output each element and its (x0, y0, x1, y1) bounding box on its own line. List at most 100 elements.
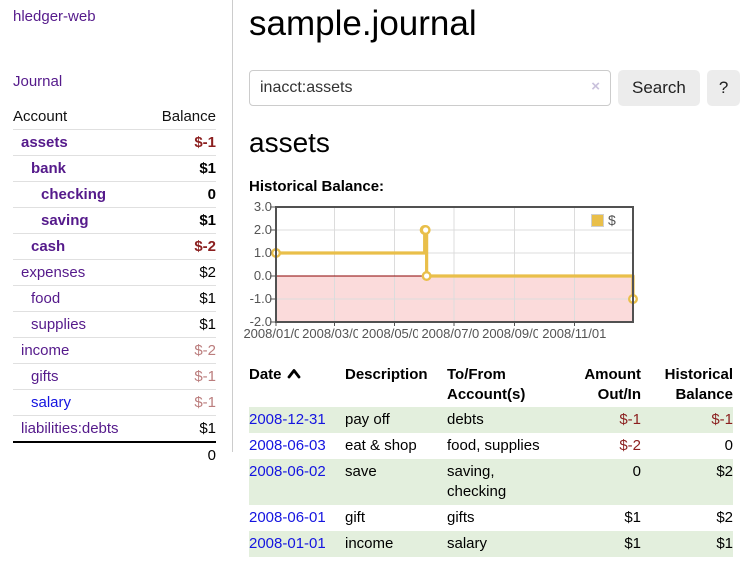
transaction-date-link[interactable]: 2008-12-31 (249, 411, 326, 428)
y-axis-tick-label: 2.0 (253, 222, 272, 237)
account-row: saving $1 (13, 207, 216, 234)
account-balance: $-1 (147, 389, 216, 416)
account-link[interactable]: bank (31, 160, 67, 177)
register-col-description: Description (345, 366, 428, 383)
account-row: assets $-1 (13, 129, 216, 156)
register-col-amount: Amount Out/In (584, 366, 641, 403)
account-name-cell: cash (13, 233, 148, 260)
account-link[interactable]: food (31, 290, 61, 307)
account-row: expenses $2 (13, 259, 216, 286)
register-col-account: To/From Account(s) (447, 366, 526, 403)
x-axis-tick-label: 2008/05/01 (358, 326, 431, 342)
account-link[interactable]: cash (31, 238, 66, 255)
y-axis-tick-label: 1.0 (253, 245, 272, 260)
account-name-cell: salary (13, 389, 148, 416)
transaction-date-link[interactable]: 2008-06-02 (249, 463, 326, 480)
register-accounts-cell: gifts (447, 509, 475, 526)
register-row: 2008-12-31 pay off debts $-1 $-1 (249, 407, 733, 433)
transaction-date-link[interactable]: 2008-06-03 (249, 437, 326, 454)
clear-search-icon[interactable]: × (591, 78, 600, 95)
chart-data-point (420, 225, 431, 236)
register-col-date[interactable]: Date (249, 363, 345, 407)
account-row: bank $1 (13, 155, 216, 182)
x-axis-tick-label: 2008/11/01 (538, 326, 611, 342)
account-row: checking 0 (13, 181, 216, 208)
register-table-body: 2008-12-31 pay off debts $-1 $-1 2008-06-03 ea… (249, 407, 733, 557)
account-link[interactable]: income (21, 342, 70, 359)
help-button[interactable]: ? (706, 70, 741, 106)
account-link[interactable]: assets (21, 134, 68, 151)
account-balance: $-2 (147, 337, 216, 364)
chart-heading: Historical Balance: (249, 178, 385, 195)
register-date-cell: 2008-06-01 (249, 505, 345, 531)
account-link[interactable]: saving (41, 212, 89, 229)
account-name-cell: liabilities:debts (13, 415, 148, 442)
register-row: 2008-06-02 save saving, checking 0 $2 (249, 459, 733, 505)
register-date-cell: 2008-12-31 (249, 407, 345, 433)
register-accounts-cell: salary (447, 535, 488, 552)
balance-chart-svg (270, 206, 639, 327)
account-balance: $1 (147, 155, 216, 182)
account-link[interactable]: gifts (31, 368, 59, 385)
chart-legend: $ (591, 212, 616, 228)
transaction-date-link[interactable]: 2008-01-01 (249, 535, 326, 552)
account-balance: $1 (147, 285, 216, 312)
account-row: income $-2 (13, 337, 216, 364)
register-accounts-cell: debts (447, 411, 484, 428)
x-axis-tick-label: 2008/03/01 (298, 326, 371, 342)
plot-border (275, 206, 634, 323)
y-axis-tick-label: -2.0 (249, 314, 272, 329)
accounts-total-value: 0 (147, 441, 216, 468)
account-name-cell: assets (13, 129, 148, 156)
register-balance-cell: 0 (724, 437, 733, 454)
historical-balance-chart: $ 3.0 2.0 1.0 0.0 -1.0 -2.0 2008/01/01 2008/03/… (240, 199, 740, 347)
account-heading: assets (249, 127, 330, 158)
accounts-col-account: Account (13, 108, 68, 125)
register-row: 2008-01-01 income salary $1 $1 (249, 531, 733, 557)
account-balance: $1 (147, 311, 216, 338)
main-panel: sample.journal × Search ? assets Histori… (233, 0, 742, 582)
account-name-cell: expenses (13, 259, 148, 286)
account-balance: $1 (147, 207, 216, 234)
legend-label: $ (608, 212, 616, 228)
register-amount-cell: $1 (624, 509, 641, 526)
x-axis-tick-label: 2008/07/01 (418, 326, 490, 342)
sidebar-item-journal[interactable]: Journal (13, 73, 63, 90)
account-link[interactable]: salary (31, 394, 72, 411)
account-link[interactable]: expenses (21, 264, 86, 281)
register-accounts-cell: food, supplies (447, 437, 540, 454)
legend-swatch-icon (591, 213, 604, 227)
register-accounts-cell: saving, checking (447, 463, 507, 500)
search-input[interactable] (249, 70, 611, 106)
account-balance: $-2 (147, 233, 216, 260)
account-link[interactable]: supplies (31, 316, 87, 333)
sort-asc-icon (287, 369, 300, 379)
register-balance-cell: $2 (716, 463, 733, 480)
search-box: × (249, 70, 611, 106)
account-row: food $1 (13, 285, 216, 312)
register-amount-cell: $-1 (619, 411, 641, 428)
register-col-date-label: Date (249, 366, 282, 383)
account-balance: $-1 (147, 129, 216, 156)
search-button[interactable]: Search (618, 70, 700, 106)
account-row: gifts $-1 (13, 363, 216, 390)
accounts-total-row: 0 (13, 441, 216, 468)
account-name-cell: bank (13, 155, 148, 182)
chart-data-point (421, 270, 432, 281)
search-form: × Search ? (249, 70, 741, 106)
y-axis-tick-label: 3.0 (253, 199, 272, 214)
account-balance: $-1 (147, 363, 216, 390)
x-axis-tick-label: 2008/01/01 (240, 326, 312, 342)
register-amount-cell: $-2 (619, 437, 641, 454)
register-row: 2008-06-01 gift gifts $1 $2 (249, 505, 733, 531)
account-balance: $1 (147, 415, 216, 442)
accounts-col-balance: Balance (161, 108, 216, 125)
account-link[interactable]: liabilities:debts (21, 420, 119, 437)
register-header-row: Date Description To/From Account(s) Amou… (249, 363, 733, 407)
account-row: liabilities:debts $1 (13, 415, 216, 442)
app-title-link[interactable]: hledger-web (13, 8, 96, 25)
transaction-date-link[interactable]: 2008-06-01 (249, 509, 326, 526)
account-link[interactable]: checking (41, 186, 107, 203)
register-balance-cell: $2 (716, 509, 733, 526)
accounts-header-row: Account Balance (13, 104, 216, 130)
